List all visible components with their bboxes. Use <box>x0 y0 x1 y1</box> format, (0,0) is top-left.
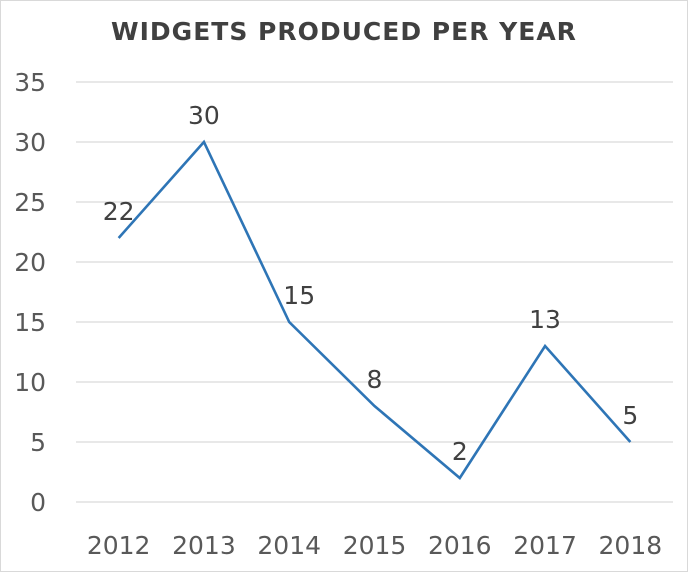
y-tick-label: 25 <box>14 188 46 217</box>
x-tick-label: 2016 <box>428 531 492 560</box>
y-tick-label: 5 <box>30 428 46 457</box>
y-tick-label: 30 <box>14 128 46 157</box>
x-tick-label: 2018 <box>599 531 663 560</box>
y-tick-label: 35 <box>14 68 46 97</box>
chart-title: WIDGETS PRODUCED PER YEAR <box>111 17 577 46</box>
x-tick-label: 2015 <box>343 531 407 560</box>
y-tick-label: 15 <box>14 308 46 337</box>
data-label: 8 <box>367 365 383 394</box>
x-tick-label: 2013 <box>172 531 236 560</box>
y-tick-label: 0 <box>30 488 46 517</box>
x-tick-label: 2012 <box>87 531 151 560</box>
series-group <box>117 139 632 480</box>
data-labels: 22 30 15 8 2 13 5 <box>103 101 639 466</box>
data-label: 22 <box>103 197 135 226</box>
data-label: 30 <box>188 101 220 130</box>
data-label: 13 <box>529 305 561 334</box>
series-line <box>117 139 632 480</box>
y-tick-label: 10 <box>14 368 46 397</box>
y-axis: 0 5 10 15 20 25 30 35 <box>14 68 46 517</box>
data-label: 2 <box>452 437 468 466</box>
x-tick-label: 2014 <box>257 531 321 560</box>
data-label: 5 <box>622 401 638 430</box>
x-axis: 2012 2013 2014 2015 2016 2017 2018 <box>87 531 662 560</box>
y-tick-label: 20 <box>14 248 46 277</box>
gridlines <box>76 81 673 503</box>
data-label: 15 <box>283 281 315 310</box>
x-tick-label: 2017 <box>513 531 577 560</box>
